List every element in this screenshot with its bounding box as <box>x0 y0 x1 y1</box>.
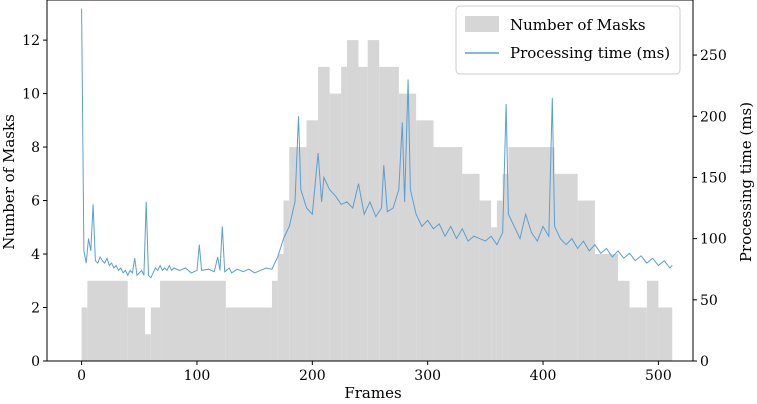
x-tick-label-0: 0 <box>77 368 86 384</box>
mask-bar-20 <box>416 120 434 361</box>
mask-bar-1 <box>87 280 128 361</box>
x-tick-label-400: 400 <box>530 368 557 384</box>
mask-bar-0 <box>81 307 88 361</box>
x-tick-label-300: 300 <box>414 368 441 384</box>
x-tick-label-500: 500 <box>645 368 672 384</box>
mask-bar-10 <box>289 147 307 361</box>
mask-bar-16 <box>358 66 368 361</box>
mask-bar-8 <box>277 254 284 361</box>
mask-bar-23 <box>479 200 492 361</box>
mask-bar-25 <box>496 200 503 361</box>
y-right-tick-label-250: 250 <box>700 48 727 64</box>
legend-masks-label: Number of Masks <box>510 16 646 34</box>
mask-bar-21 <box>433 147 463 361</box>
mask-bar-13 <box>329 93 342 361</box>
mask-bar-28 <box>554 173 578 361</box>
mask-bar-14 <box>341 66 347 361</box>
mask-bar-24 <box>491 227 497 361</box>
mask-bar-26 <box>502 173 509 361</box>
legend-box <box>455 5 681 75</box>
mask-bar-17 <box>367 40 380 361</box>
y-right-tick-label-150: 150 <box>700 170 727 186</box>
mask-bar-5 <box>160 280 226 361</box>
y-left-axis-ticks: 0 2 4 6 8 10 12 <box>22 33 47 370</box>
y-left-tick-label-6: 6 <box>31 194 40 210</box>
y-left-tick-label-10: 10 <box>22 87 40 103</box>
y-left-tick-label-0: 0 <box>31 354 40 370</box>
mask-bar-3 <box>145 334 151 361</box>
y-left-tick-label-4: 4 <box>31 247 40 263</box>
processing-time-line <box>81 8 673 279</box>
mask-bar-22 <box>462 173 480 361</box>
y-left-tick-label-12: 12 <box>22 33 40 49</box>
x-axis-title: Frames <box>344 384 401 402</box>
mask-bar-2 <box>127 307 146 361</box>
mask-bar-15 <box>346 40 359 361</box>
legend-time-label: Processing time (ms) <box>510 44 670 62</box>
y-left-tick-label-8: 8 <box>31 140 40 156</box>
mask-bar-33 <box>646 280 659 361</box>
y-left-tick-label-2: 2 <box>31 301 40 317</box>
mask-count-bars <box>81 40 673 361</box>
y-right-tick-label-100: 100 <box>700 232 727 248</box>
plot-frame <box>46 0 694 362</box>
mask-bar-11 <box>306 120 319 361</box>
legend: Number of Masks Processing time (ms) <box>455 5 681 75</box>
mask-bar-31 <box>618 280 630 361</box>
mask-bar-30 <box>594 254 619 361</box>
mask-bar-12 <box>318 66 330 361</box>
mask-bar-18 <box>379 66 399 361</box>
y-left-axis-title: Number of Masks <box>0 114 18 250</box>
x-tick-label-200: 200 <box>299 368 326 384</box>
mask-bar-6 <box>225 307 272 361</box>
y-right-tick-label-0: 0 <box>700 354 709 370</box>
mask-bar-7 <box>271 280 278 361</box>
mask-bar-34 <box>658 307 673 361</box>
y-right-axis-title: Processing time (ms) <box>737 102 755 262</box>
mask-bar-9 <box>283 200 290 361</box>
legend-masks-swatch <box>465 16 499 32</box>
mask-bar-4 <box>150 307 161 361</box>
mask-bar-27 <box>508 147 555 361</box>
mask-bar-32 <box>629 307 647 361</box>
y-right-tick-label-200: 200 <box>700 109 727 125</box>
y-right-tick-label-50: 50 <box>700 293 718 309</box>
y-right-axis-ticks: 0 50 100 150 200 250 <box>693 48 727 370</box>
x-tick-label-100: 100 <box>184 368 211 384</box>
mask-bar-29 <box>577 200 595 361</box>
x-axis-ticks: 0 100 200 300 400 500 <box>77 361 672 384</box>
